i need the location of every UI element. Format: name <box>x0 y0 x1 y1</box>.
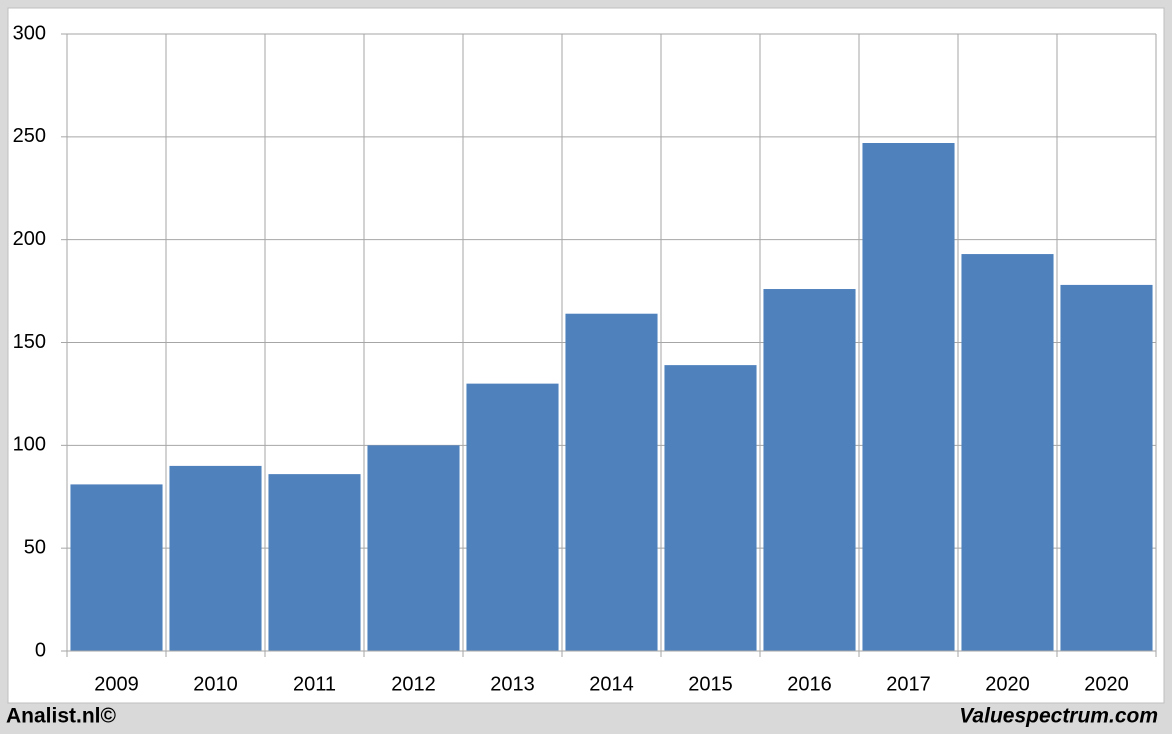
bar <box>961 254 1054 651</box>
x-tick-label: 2012 <box>391 673 436 695</box>
x-tick-label: 2016 <box>787 673 832 695</box>
footer-right: Valuespectrum.com <box>959 705 1158 728</box>
y-tick-label: 250 <box>13 125 46 147</box>
x-tick-label: 2015 <box>688 673 733 695</box>
bar <box>664 365 757 651</box>
x-tick-label: 2011 <box>293 673 336 695</box>
y-tick-label: 0 <box>35 639 46 661</box>
y-tick-label: 300 <box>13 22 46 44</box>
bar <box>268 474 361 651</box>
bar <box>565 313 658 651</box>
bar <box>367 445 460 651</box>
x-tick-label: 2010 <box>193 673 238 695</box>
bar <box>763 289 856 651</box>
bar <box>862 143 955 651</box>
y-tick-label: 150 <box>13 331 46 353</box>
footer-left: Analist.nl© <box>6 705 117 728</box>
x-tick-label: 2017 <box>886 673 931 695</box>
y-tick-label: 100 <box>13 434 46 456</box>
bar <box>70 484 163 651</box>
bar <box>169 465 262 651</box>
x-tick-label: 2014 <box>589 673 634 695</box>
x-tick-label: 2020 <box>1084 673 1129 695</box>
bar <box>1060 284 1153 651</box>
y-tick-label: 50 <box>24 536 46 558</box>
y-tick-label: 200 <box>13 228 46 250</box>
x-tick-label: 2020 <box>985 673 1030 695</box>
bar <box>466 383 559 651</box>
x-tick-label: 2013 <box>490 673 535 695</box>
x-tick-label: 2009 <box>94 673 139 695</box>
